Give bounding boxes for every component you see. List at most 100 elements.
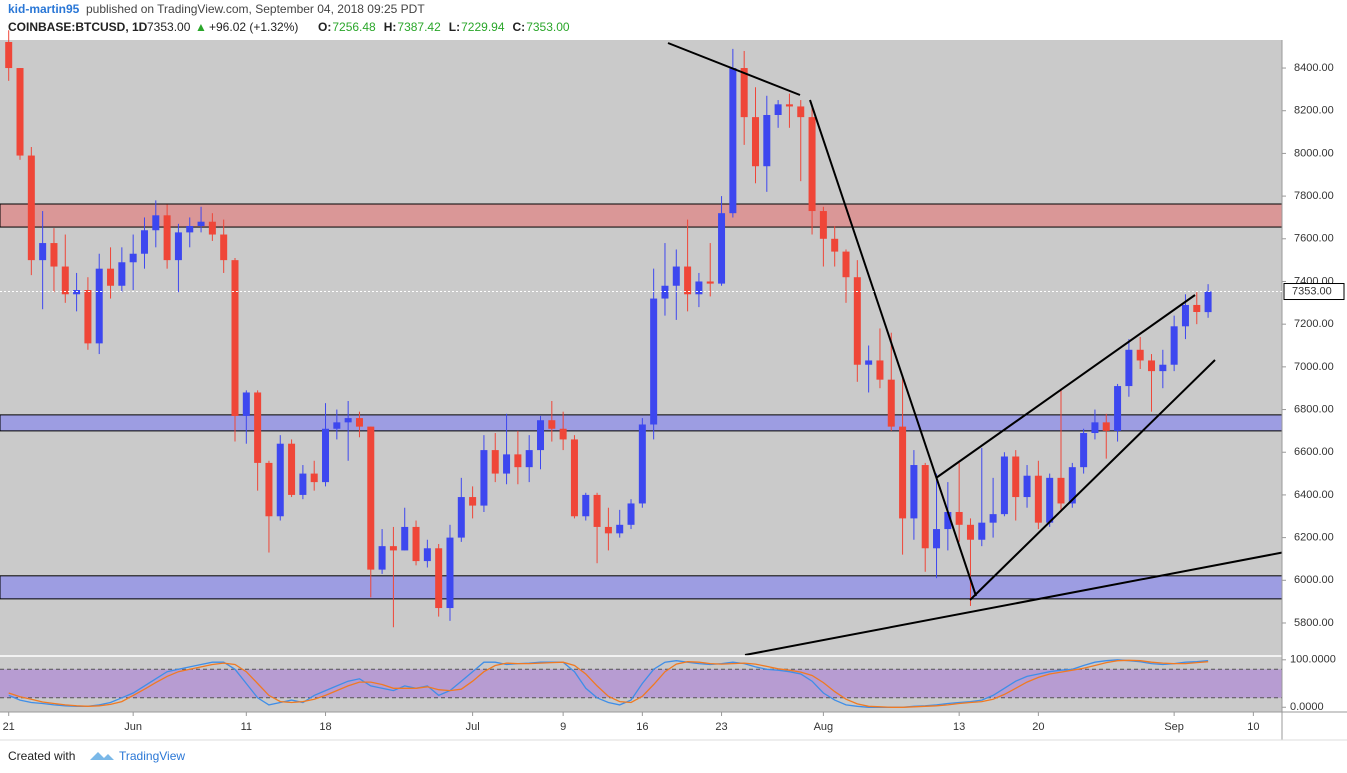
candle-body	[140, 230, 148, 254]
ohlc-value: 7229.94	[461, 20, 505, 34]
ohlc-label: H:	[384, 20, 397, 34]
candle-body	[163, 215, 171, 261]
candle-body	[39, 243, 47, 261]
y-tick-label: 0.0000	[1290, 701, 1324, 713]
change: +96.02 (+1.32%)	[209, 20, 298, 34]
candle-body	[910, 465, 918, 519]
candle-body	[944, 511, 952, 530]
candle-body	[401, 526, 409, 551]
tradingview-logo	[90, 752, 114, 760]
candle-body	[1125, 349, 1133, 387]
candle-body	[853, 277, 861, 365]
candle-body	[1170, 326, 1178, 365]
candle-body	[231, 260, 239, 416]
footer-brand[interactable]: TradingView	[119, 749, 185, 763]
candle-body	[695, 281, 703, 295]
candle-body	[242, 392, 250, 416]
x-tick-label: 20	[1032, 721, 1044, 733]
candle-body	[265, 462, 273, 517]
candle-body	[672, 266, 680, 286]
candle-body	[1080, 433, 1088, 468]
candle-body	[1114, 386, 1122, 431]
candle-body	[491, 450, 499, 474]
candle-body	[355, 418, 363, 427]
trend-line	[809, 99, 977, 597]
x-tick-label: 16	[636, 721, 648, 733]
candle-body	[1068, 467, 1076, 504]
candle-body	[378, 546, 386, 570]
candle-body	[16, 68, 24, 156]
stoch-line	[8, 659, 1209, 708]
publisher[interactable]: kid-martin95	[8, 2, 80, 16]
candle-body	[186, 225, 194, 233]
symbol: COINBASE:BTCUSD, 1D	[8, 20, 148, 34]
candle-body	[208, 221, 216, 235]
x-tick-label: Aug	[814, 721, 834, 733]
y-tick-label: 5800.00	[1294, 617, 1334, 629]
candle-body	[457, 497, 465, 538]
y-tick-label: 100.0000	[1290, 654, 1336, 666]
ohlc-value: 7353.00	[526, 20, 570, 34]
candle-body	[503, 454, 511, 474]
x-tick-label: Jun	[124, 721, 142, 733]
x-tick-label: 11	[241, 721, 252, 733]
candle-body	[616, 524, 624, 534]
candle-body	[661, 285, 669, 299]
footer-text: Created with	[8, 749, 75, 763]
candle-body	[1057, 477, 1065, 504]
candle-body	[1091, 422, 1099, 434]
y-tick-label: 7800.00	[1294, 190, 1334, 202]
candle-body	[978, 522, 986, 540]
candle-body	[1012, 456, 1020, 498]
candle-body	[740, 68, 748, 118]
candle-body	[797, 106, 805, 118]
candle-body	[469, 497, 477, 506]
candle-body	[785, 104, 793, 107]
x-tick-label: 10	[1247, 721, 1259, 733]
last-price-box	[1283, 283, 1345, 301]
candle-body	[95, 268, 103, 344]
candle-body	[310, 473, 318, 483]
zone	[0, 203, 1283, 228]
candle-body	[763, 114, 771, 167]
candle-body	[1102, 422, 1110, 431]
candle-body	[627, 503, 635, 525]
candle-body	[389, 546, 397, 551]
published: published on TradingView.com, September …	[86, 2, 425, 16]
candle-body	[559, 428, 567, 440]
candle-body	[593, 494, 601, 527]
candle-body	[220, 234, 228, 261]
candle-body	[684, 266, 692, 295]
candle-body	[480, 450, 488, 506]
candle-body	[537, 420, 545, 451]
trend-line	[935, 294, 1196, 479]
candle-body	[876, 360, 884, 380]
candle-body	[808, 117, 816, 212]
candle-body	[344, 418, 352, 423]
candle-body	[706, 281, 714, 284]
candle-body	[899, 426, 907, 519]
candle-body	[1193, 304, 1201, 313]
y-tick-label: 6000.00	[1294, 574, 1334, 586]
stoch-band	[0, 669, 1282, 698]
candle-body	[831, 238, 839, 252]
price-axis	[1282, 40, 1347, 712]
ohlc-label: L:	[449, 20, 460, 34]
candle-body	[107, 268, 115, 286]
candle-body	[1000, 456, 1008, 515]
trend-line	[744, 551, 1286, 656]
x-tick-label: Jul	[466, 721, 480, 733]
candle-body	[288, 443, 296, 495]
x-tick-label: 18	[319, 721, 331, 733]
candle-body	[1046, 477, 1054, 523]
y-tick-label: 7000.00	[1294, 361, 1334, 373]
plot-background	[0, 40, 1282, 712]
y-tick-label: 8200.00	[1294, 105, 1334, 117]
x-tick-label: 13	[953, 721, 965, 733]
logo-icon	[90, 752, 114, 760]
candle-body	[367, 426, 375, 570]
trend-line	[969, 359, 1216, 601]
y-tick-label: 7200.00	[1294, 318, 1334, 330]
